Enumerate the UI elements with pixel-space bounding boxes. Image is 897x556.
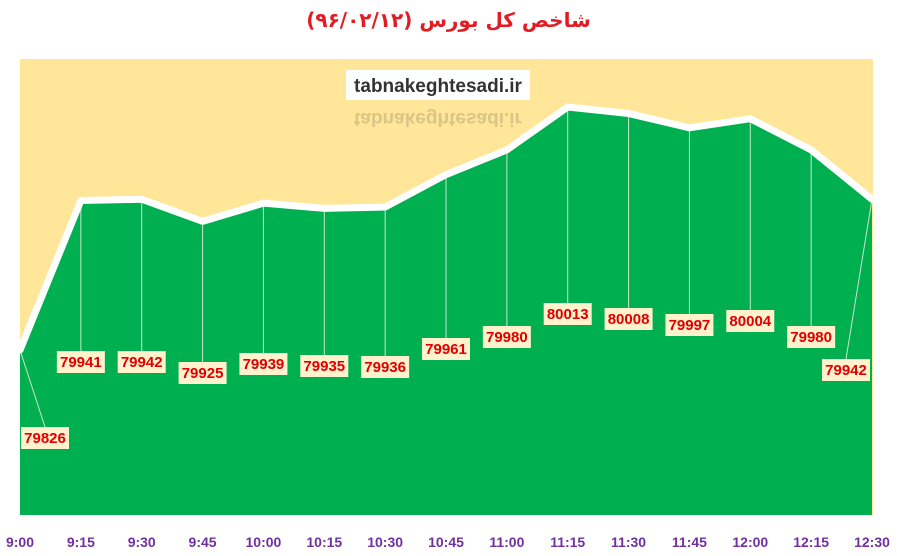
drop-line — [845, 199, 873, 360]
data-label: 79941 — [60, 354, 102, 371]
data-label-box — [822, 359, 870, 381]
data-label-box — [239, 353, 288, 375]
data-label-box — [361, 356, 410, 378]
series-line — [16, 103, 876, 354]
data-label-box — [117, 351, 166, 373]
watermark-box — [346, 70, 530, 100]
x-tick-label: 10:00 — [246, 534, 282, 550]
x-tick-label: 10:45 — [428, 534, 464, 550]
data-label: 79925 — [182, 365, 224, 382]
data-label: 79980 — [486, 329, 528, 346]
data-label: 79826 — [24, 430, 66, 447]
x-tick-label: 10:15 — [306, 534, 342, 550]
watermark-text: tabnakeghtesadi.ir — [354, 76, 522, 97]
x-tick-label: 10:30 — [367, 534, 403, 550]
data-label: 79939 — [243, 356, 285, 373]
watermark-reflection: tabnakeghtesadi.ir — [354, 108, 522, 129]
data-label: 79942 — [825, 362, 867, 379]
data-label: 79935 — [303, 358, 345, 375]
x-tick-label: 9:30 — [128, 534, 156, 550]
x-tick-label: 9:15 — [67, 534, 95, 550]
data-label: 79997 — [669, 317, 711, 334]
data-label-box — [604, 308, 653, 330]
data-label-box — [665, 314, 714, 336]
data-label: 79980 — [790, 329, 832, 346]
watermark: tabnakeghtesadi.ir tabnakeghtesadi.ir — [346, 70, 530, 129]
x-tick-label: 11:45 — [672, 534, 707, 550]
x-tick-label: 11:00 — [489, 534, 524, 550]
data-label: 80004 — [729, 313, 771, 330]
data-label-box — [787, 326, 836, 348]
x-tick-label: 9:00 — [6, 534, 34, 550]
x-tick-label: 12:15 — [793, 534, 829, 550]
x-tick-label: 9:45 — [189, 534, 217, 550]
x-tick-label: 12:30 — [854, 534, 890, 550]
data-label-box — [21, 427, 69, 449]
data-label: 79936 — [364, 359, 406, 376]
drop-line — [19, 349, 46, 428]
data-label: 79942 — [121, 354, 163, 371]
x-tick-label: 11:30 — [611, 534, 646, 550]
data-label-box — [543, 303, 592, 325]
data-label-box — [422, 338, 470, 360]
x-tick-label: 12:00 — [732, 534, 768, 550]
data-label: 80008 — [608, 311, 650, 328]
chart-title: شاخص کل بورس (۹۶/۰۲/۱۲) — [306, 8, 591, 32]
data-label-box — [726, 310, 775, 332]
data-label-box — [300, 355, 349, 377]
data-label-box — [482, 326, 531, 348]
x-tick-label: 11:15 — [550, 534, 585, 550]
data-label-box — [178, 362, 227, 384]
data-label: 80013 — [547, 306, 589, 323]
data-label: 79961 — [425, 341, 467, 358]
data-label-box — [56, 351, 105, 373]
